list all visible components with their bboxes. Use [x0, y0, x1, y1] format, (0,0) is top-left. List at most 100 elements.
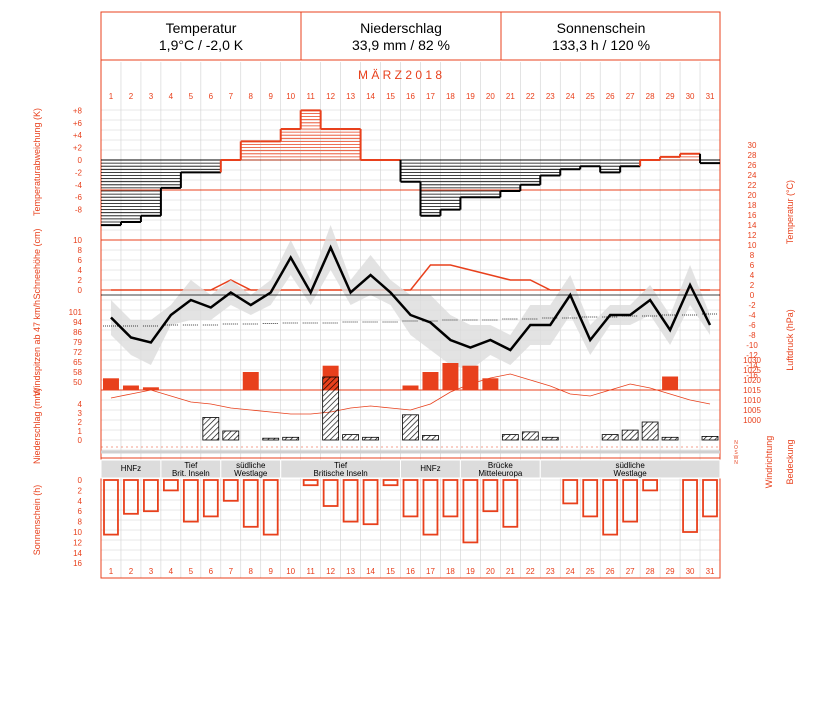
temperature-tick: -14 [746, 361, 758, 370]
sunshine-bar [262, 479, 279, 536]
wind-direction-tick: S [734, 450, 738, 456]
precipitation-summary: Niederschlag 33,9 mm / 82 % [301, 12, 501, 60]
sunshine-value: 133,3 h / 120 % [551, 37, 651, 53]
day-label-bottom: 12 [326, 567, 335, 576]
sunshine-bar [242, 479, 259, 528]
day-label-bottom: 22 [526, 567, 535, 576]
day-label-top: 21 [506, 92, 515, 101]
day-label-bottom: 1 [109, 567, 114, 576]
sunshine-bar [502, 479, 519, 528]
day-label-bottom: 19 [466, 567, 475, 576]
day-label-top: 18 [446, 92, 455, 101]
wind-direction-axis-label: Windrichtung [764, 436, 774, 489]
precip-bar [262, 437, 280, 441]
day-label-bottom: 4 [169, 567, 174, 576]
wind-tick: 101 [69, 308, 83, 317]
day-label-top: 19 [466, 92, 475, 101]
day-label-top: 11 [307, 92, 316, 101]
weather-type-label: Mitteleuropa [478, 469, 523, 478]
sunshine-tick: 8 [78, 518, 83, 527]
weather-type-label: Westlage [614, 469, 648, 478]
precip-bar [661, 436, 679, 441]
sunshine-bar [642, 479, 658, 492]
weather-type-label: HNFz [121, 464, 141, 473]
day-label-bottom: 29 [666, 567, 675, 576]
sunshine-bar [602, 479, 619, 536]
day-label-top: 14 [366, 92, 375, 101]
snow-tick: 8 [78, 246, 83, 255]
sunshine-bar [682, 479, 698, 533]
pressure-tick: 1015 [743, 386, 761, 395]
precip-bar [621, 429, 639, 441]
temperature-axis-label: Temperatur (°C) [785, 180, 795, 244]
day-label-top: 29 [666, 92, 675, 101]
pressure-axis-label: Luftdruck (hPa) [785, 309, 795, 371]
day-label-top: 5 [189, 92, 194, 101]
sunshine-bar [382, 479, 399, 487]
sunshine-bar [362, 479, 379, 526]
weather-type-label: HNFz [420, 464, 440, 473]
day-label-top: 3 [149, 92, 154, 101]
sunshine-tick: 6 [78, 507, 83, 516]
day-label-top: 1 [109, 92, 114, 101]
temperature-tick: -8 [748, 331, 756, 340]
wind-gust-bar [482, 378, 499, 390]
temperature-line [110, 244, 712, 352]
anomaly-tick: -8 [75, 206, 83, 215]
precip-bar [501, 434, 519, 441]
snow-tick: 0 [78, 286, 83, 295]
precip-tick: 2 [78, 418, 83, 427]
day-label-top: 16 [406, 92, 415, 101]
day-label-top: 10 [286, 92, 295, 101]
day-label-bottom: 20 [486, 567, 495, 576]
temperature-tick: 6 [750, 261, 755, 270]
snow-tick: 2 [78, 276, 83, 285]
precip-bar [402, 414, 419, 441]
pressure-tick: 1005 [743, 406, 761, 415]
wind-gust-bar [462, 365, 479, 390]
snow-tick: 6 [78, 256, 83, 265]
day-label-top: 24 [566, 92, 575, 101]
cloud-cover-axis-label: Bedeckung [785, 439, 795, 484]
anomaly-tick: -4 [75, 181, 83, 190]
precip-bar [282, 436, 300, 441]
wind-gust-bar [142, 387, 159, 390]
temperature-value: 1,9°C / -2,0 K [158, 37, 244, 53]
day-label-top: 8 [249, 92, 254, 101]
weather-type-label: Brit. Inseln [172, 469, 210, 478]
day-label-bottom: 21 [506, 567, 515, 576]
anomaly-tick: +4 [73, 131, 83, 140]
wind-direction-tick: N [734, 440, 738, 446]
day-label-top: 23 [546, 92, 555, 101]
anomaly-tick: -6 [75, 193, 83, 202]
day-label-bottom: 14 [366, 567, 375, 576]
day-label-top: 4 [169, 92, 174, 101]
wind-gust-bar [402, 385, 419, 390]
anomaly-tick: +8 [73, 106, 83, 115]
sunshine-bar [482, 479, 499, 513]
month-title: M Ä R Z 2 0 1 8 [358, 68, 442, 82]
precip-bar [422, 435, 439, 441]
day-label-top: 6 [209, 92, 214, 101]
anomaly-tick: -2 [75, 168, 83, 177]
temperature-tick: 14 [748, 221, 757, 230]
precip-tick: 3 [78, 409, 83, 418]
day-label-top: 2 [129, 92, 134, 101]
weather-type-label: Brücke [488, 461, 513, 470]
day-label-top: 7 [229, 92, 234, 101]
precip-bar [701, 435, 719, 441]
day-label-bottom: 24 [566, 567, 575, 576]
day-label-top: 13 [346, 92, 355, 101]
precip-tick: 4 [78, 400, 83, 409]
temperature-tick: 4 [750, 271, 755, 280]
wind-gust-bar [122, 385, 139, 390]
temperature-tick: 2 [750, 281, 755, 290]
precip-axis-label: Niederschlag (mm) [32, 388, 42, 464]
day-label-bottom: 17 [426, 567, 435, 576]
wind-tick: 79 [73, 338, 82, 347]
temperature-tick: 26 [748, 161, 757, 170]
day-label-bottom: 6 [209, 567, 214, 576]
snow-axis-label: Schneehöhe (cm) [32, 228, 42, 299]
sunshine-bar [702, 479, 718, 518]
sunshine-tick: 12 [73, 538, 82, 547]
